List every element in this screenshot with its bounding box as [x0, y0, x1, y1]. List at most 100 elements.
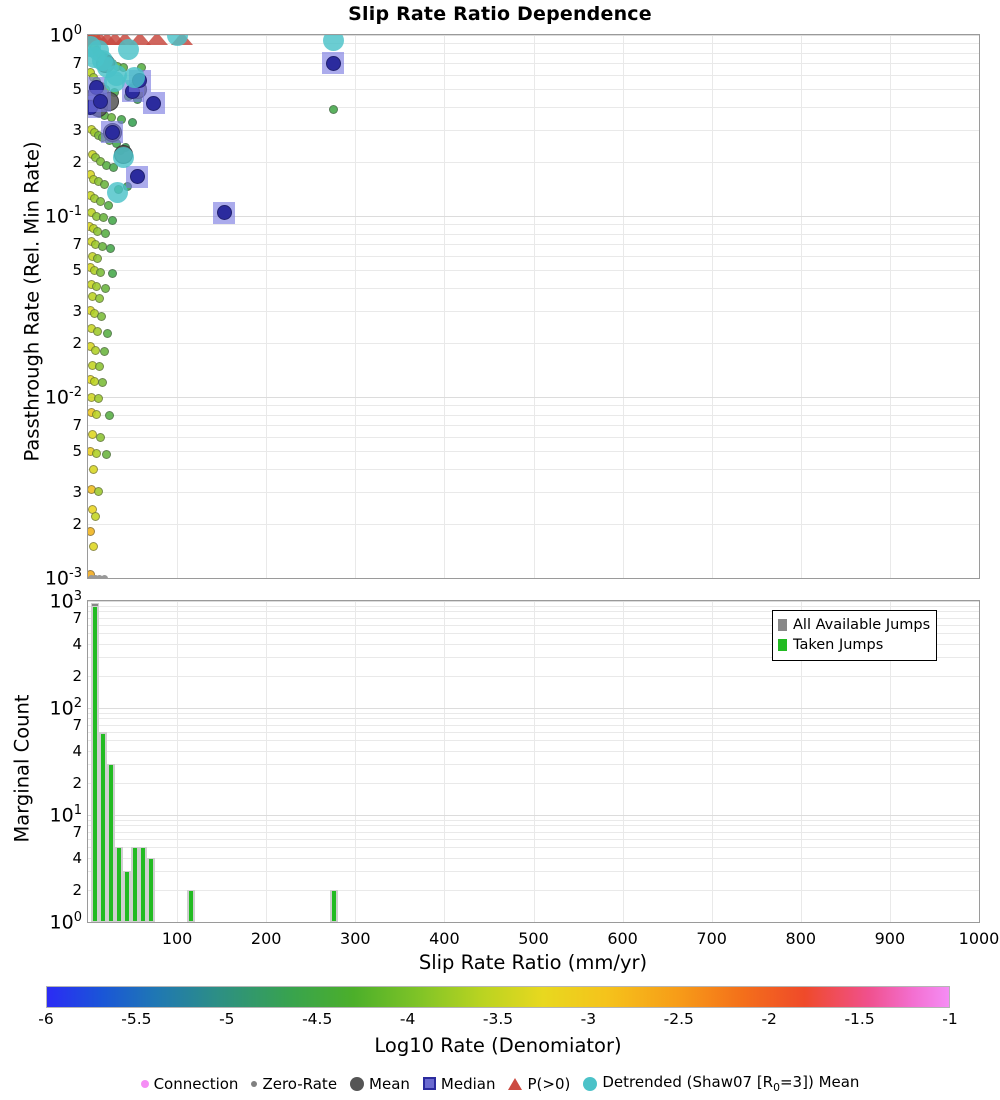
data-point-connection	[99, 347, 109, 357]
data-point-p-gt-0	[146, 35, 169, 45]
histogram-bar-taken	[139, 847, 146, 922]
data-point-connection	[94, 487, 104, 497]
histogram-bar-taken	[99, 733, 106, 922]
y-tick-label: 10-2	[44, 385, 82, 409]
gridline-vertical	[177, 35, 179, 578]
gridline-vertical	[622, 35, 624, 578]
marker-legend-item: Connection	[140, 1074, 239, 1093]
data-point-p-gt-0	[128, 35, 151, 45]
data-point-zero-rate	[101, 574, 109, 578]
gridline-horizontal	[88, 724, 979, 726]
colorbar-tick-label: -4.5	[302, 1010, 333, 1028]
circle-marker-icon	[583, 1076, 598, 1091]
histogram-bar-taken	[123, 870, 130, 922]
circle-marker-icon	[140, 1079, 149, 1088]
gridline-horizontal	[88, 675, 979, 677]
gridline-horizontal	[88, 782, 979, 784]
marker-legend: Connection Zero-Rate Mean Median P(>0) Detren…	[0, 1073, 1000, 1094]
histogram-bar-taken	[115, 847, 122, 922]
data-point-connection	[108, 269, 118, 279]
gridline-vertical	[533, 35, 535, 578]
data-point-zero-rate	[91, 574, 99, 578]
marker-legend-label: Connection	[153, 1074, 239, 1093]
gridline-horizontal	[88, 815, 979, 816]
data-point-detrended-mean	[322, 35, 344, 52]
y-tick-label-minor: 7	[72, 822, 82, 841]
histogram-bar-taken	[131, 847, 138, 922]
colorbar-tick-label: -5.5	[121, 1010, 152, 1028]
gridline-horizontal	[88, 437, 979, 439]
gridline-horizontal	[88, 310, 979, 312]
y-tick-label-minor: 2	[72, 773, 82, 792]
y-tick-label-minor: 3	[72, 120, 82, 139]
data-point-connection	[328, 104, 338, 114]
data-point-connection	[97, 378, 107, 388]
x-axis-label: Slip Rate Ratio (mm/yr)	[418, 951, 648, 974]
y-tick-label-minor: 5	[72, 80, 82, 99]
marker-legend-item: Detrended (Shaw07 [R0=3]) Mean	[583, 1073, 859, 1094]
gridline-horizontal	[88, 838, 979, 840]
histogram-bar-taken	[187, 889, 194, 922]
gridline-horizontal	[88, 922, 979, 923]
y-tick-label-minor: 5	[72, 261, 82, 280]
data-point-connection	[108, 215, 118, 225]
gridline-horizontal	[88, 35, 979, 36]
gridline-vertical	[889, 35, 891, 578]
y-tick-label: 103	[49, 589, 82, 613]
gridline-horizontal	[88, 270, 979, 272]
circle-marker-icon	[350, 1076, 365, 1091]
y-tick-label-minor: 2	[72, 333, 82, 352]
x-tick-label: 200	[250, 929, 282, 948]
gridline-vertical	[889, 601, 891, 922]
gridline-horizontal	[88, 889, 979, 891]
data-point-zero-rate	[96, 574, 104, 578]
gridline-horizontal	[88, 43, 979, 45]
gridline-horizontal	[88, 708, 979, 709]
y-tick-label-minor: 2	[72, 514, 82, 533]
gridline-horizontal	[88, 52, 979, 54]
data-point-connection	[103, 328, 113, 338]
data-point-connection	[128, 117, 138, 127]
x-tick-label: 1000	[958, 929, 1000, 948]
marker-legend-item: Zero-Rate	[251, 1075, 337, 1093]
gridline-horizontal	[88, 451, 979, 453]
data-point-connection	[104, 411, 114, 421]
colorbar-tick-label: -2.5	[663, 1010, 694, 1028]
histogram-bar-taken	[147, 857, 154, 922]
gridline-horizontal	[88, 397, 979, 398]
gridline-horizontal	[88, 611, 979, 613]
gridline-horizontal	[88, 129, 979, 131]
data-point-connection	[99, 213, 109, 223]
marker-legend-label: Median	[440, 1074, 496, 1093]
y-tick-label-minor: 4	[72, 848, 82, 867]
colorbar-tick-label: -1	[942, 1010, 958, 1028]
gridline-vertical	[800, 601, 802, 922]
histogram-bar-taken	[107, 763, 114, 922]
histogram-legend-item: Taken Jumps	[778, 635, 930, 655]
x-tick-label: 900	[874, 929, 906, 948]
gridline-horizontal	[88, 107, 979, 109]
data-point-detrended-mean	[113, 147, 135, 169]
x-tick-label: 100	[161, 929, 193, 948]
square-marker-icon	[422, 1077, 436, 1090]
data-point-connection	[90, 511, 100, 521]
gridline-horizontal	[88, 763, 979, 765]
data-point-connection	[89, 464, 99, 474]
colorbar[interactable]	[46, 986, 950, 1008]
gridline-horizontal	[88, 224, 979, 226]
data-point-median-core	[104, 124, 120, 140]
scatter-plot-area[interactable]	[87, 34, 980, 579]
gridline-vertical	[533, 601, 535, 922]
marker-legend-item: Median	[422, 1074, 496, 1093]
marker-legend-item: P(>0)	[508, 1075, 570, 1093]
data-point-connection	[100, 179, 110, 189]
triangle-marker-icon	[508, 1077, 523, 1090]
data-point-detrended-mean	[166, 35, 188, 46]
data-point-connection	[103, 200, 113, 210]
y-tick-label-minor: 5	[72, 442, 82, 461]
data-point-connection	[93, 327, 103, 337]
y-tick-label-minor: 2	[72, 880, 82, 899]
y-tick-label-minor: 4	[72, 634, 82, 653]
gridline-horizontal	[88, 831, 979, 833]
gridline-horizontal	[88, 469, 979, 471]
